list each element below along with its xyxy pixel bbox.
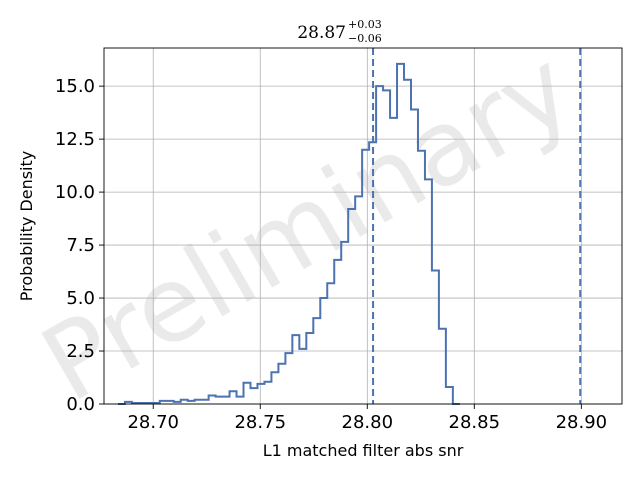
median-annotation: 28.87 +0.03 −0.06	[297, 18, 381, 45]
histogram-bin	[390, 118, 397, 404]
histogram-step-line	[117, 62, 460, 405]
histogram-bin	[432, 271, 439, 405]
histogram-bin	[327, 283, 334, 404]
histogram-bin	[216, 397, 223, 404]
histogram-bin	[425, 179, 432, 404]
x-tick-label: 28.90	[556, 412, 608, 433]
histogram-bin	[195, 400, 202, 404]
histogram-bin	[355, 196, 362, 404]
histogram-bin	[237, 397, 244, 404]
histogram-bin	[362, 150, 369, 404]
x-tick-label: 28.70	[127, 412, 179, 433]
histogram-bin	[320, 298, 327, 404]
histogram-bin	[404, 80, 411, 404]
y-tick-label: 2.5	[66, 341, 95, 362]
annotation-upper-error: +0.03	[348, 18, 382, 31]
histogram-bin	[334, 260, 341, 404]
histogram-bin	[299, 349, 306, 404]
y-axis-ticks: 0.0 2.5 5.0 7.5 10.0 12.5 15.0	[55, 76, 104, 415]
histogram-bin	[223, 397, 230, 404]
histogram-bin	[397, 64, 404, 404]
annotation-median-value: 28.87	[297, 23, 346, 43]
plot-area-frame	[103, 47, 623, 405]
y-tick-label: 0.0	[66, 394, 95, 415]
histogram-bin	[244, 383, 251, 404]
histogram-bin	[209, 396, 216, 404]
x-tick-label: 28.80	[342, 412, 394, 433]
histogram-bin	[341, 242, 348, 404]
y-tick-label: 15.0	[55, 76, 95, 97]
annotation-lower-error: −0.06	[348, 32, 382, 45]
x-tick-label: 28.85	[449, 412, 501, 433]
histogram-bin	[292, 335, 299, 404]
histogram-bin	[188, 401, 195, 404]
histogram-bin	[181, 400, 188, 404]
histogram-bin	[257, 384, 264, 404]
histogram-bin	[202, 400, 209, 404]
histogram-bin	[264, 382, 271, 404]
histogram-bin	[411, 109, 418, 404]
histogram-bin	[250, 388, 257, 404]
x-axis-ticks: 28.70 28.75 28.80 28.85 28.90	[127, 404, 607, 433]
y-tick-label: 10.0	[55, 182, 95, 203]
histogram-bin	[348, 209, 355, 404]
histogram-bin	[160, 401, 167, 404]
histogram-bin	[376, 86, 383, 404]
histogram-bin	[285, 353, 292, 404]
y-tick-label: 12.5	[55, 129, 95, 150]
histogram-bin	[306, 333, 313, 404]
x-axis-label: L1 matched filter abs snr	[263, 441, 464, 460]
histogram-bin	[439, 329, 446, 404]
x-tick-label: 28.75	[234, 412, 286, 433]
histogram-bin	[167, 401, 174, 404]
histogram-bin	[230, 391, 237, 404]
histogram-step-layer	[117, 62, 460, 405]
y-axis-label: Probability Density	[17, 151, 36, 302]
histogram-bin	[313, 318, 320, 404]
histogram-bin	[446, 387, 453, 404]
histogram-bin	[271, 372, 278, 404]
y-tick-label: 5.0	[66, 288, 95, 309]
histogram-bin	[418, 151, 425, 404]
histogram-bin	[278, 364, 285, 404]
y-tick-label: 7.5	[66, 235, 95, 256]
histogram-bin	[383, 90, 390, 404]
credible-interval-lines	[372, 48, 582, 404]
